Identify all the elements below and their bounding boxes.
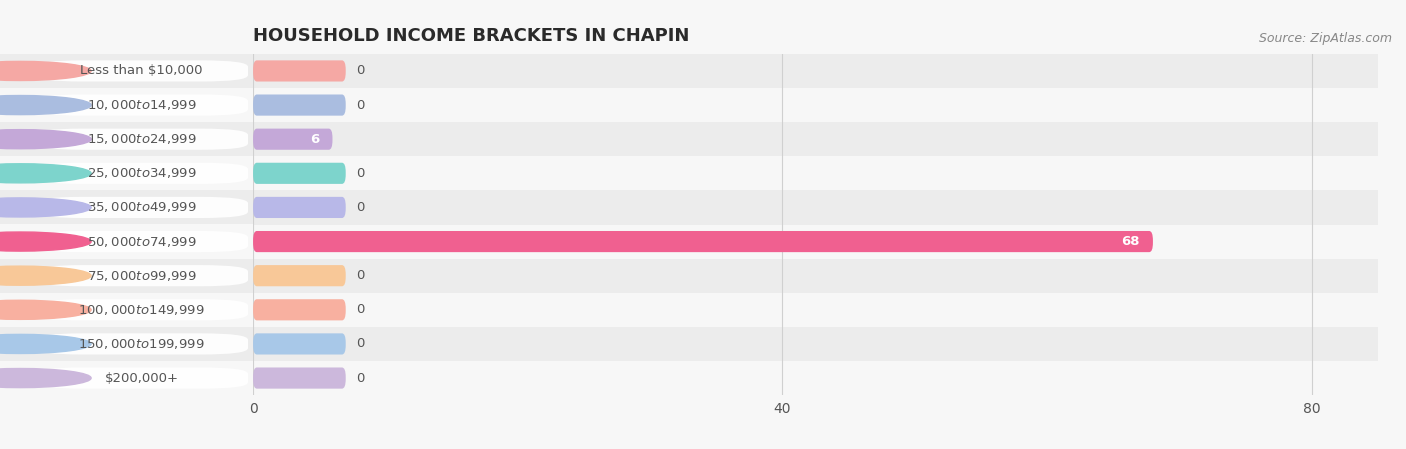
Text: 6: 6 <box>309 133 319 145</box>
FancyBboxPatch shape <box>35 333 247 355</box>
FancyBboxPatch shape <box>253 367 346 389</box>
Circle shape <box>0 232 91 251</box>
FancyBboxPatch shape <box>0 190 253 224</box>
Bar <box>253 259 1378 293</box>
FancyBboxPatch shape <box>253 94 346 116</box>
Bar <box>253 327 1378 361</box>
FancyBboxPatch shape <box>35 299 247 321</box>
Text: 68: 68 <box>1121 235 1140 248</box>
Text: Source: ZipAtlas.com: Source: ZipAtlas.com <box>1258 32 1392 45</box>
FancyBboxPatch shape <box>35 231 247 252</box>
Bar <box>253 156 1378 190</box>
Bar <box>253 190 1378 224</box>
Bar <box>253 88 1378 122</box>
Text: 0: 0 <box>356 99 364 111</box>
FancyBboxPatch shape <box>0 361 253 395</box>
Text: $10,000 to $14,999: $10,000 to $14,999 <box>87 98 197 112</box>
FancyBboxPatch shape <box>253 128 332 150</box>
Text: $200,000+: $200,000+ <box>104 372 179 384</box>
Bar <box>253 54 1378 88</box>
Text: $35,000 to $49,999: $35,000 to $49,999 <box>87 200 197 215</box>
FancyBboxPatch shape <box>0 54 253 88</box>
FancyBboxPatch shape <box>253 163 346 184</box>
Circle shape <box>0 335 91 353</box>
FancyBboxPatch shape <box>253 299 346 321</box>
Text: 0: 0 <box>356 167 364 180</box>
FancyBboxPatch shape <box>0 88 253 122</box>
FancyBboxPatch shape <box>253 333 346 355</box>
FancyBboxPatch shape <box>35 197 247 218</box>
Circle shape <box>0 130 91 149</box>
FancyBboxPatch shape <box>0 259 253 293</box>
FancyBboxPatch shape <box>35 367 247 389</box>
FancyBboxPatch shape <box>0 156 253 190</box>
Text: $50,000 to $74,999: $50,000 to $74,999 <box>87 234 197 249</box>
Text: 0: 0 <box>356 304 364 316</box>
Bar <box>253 361 1378 395</box>
Circle shape <box>0 369 91 387</box>
FancyBboxPatch shape <box>0 293 253 327</box>
FancyBboxPatch shape <box>0 327 253 361</box>
FancyBboxPatch shape <box>0 122 253 156</box>
FancyBboxPatch shape <box>0 224 253 259</box>
FancyBboxPatch shape <box>35 60 247 82</box>
FancyBboxPatch shape <box>253 231 1153 252</box>
FancyBboxPatch shape <box>253 60 346 82</box>
Text: $150,000 to $199,999: $150,000 to $199,999 <box>79 337 205 351</box>
Circle shape <box>0 266 91 285</box>
FancyBboxPatch shape <box>253 265 346 286</box>
FancyBboxPatch shape <box>35 163 247 184</box>
Text: $25,000 to $34,999: $25,000 to $34,999 <box>87 166 197 180</box>
Circle shape <box>0 198 91 217</box>
FancyBboxPatch shape <box>253 197 346 218</box>
FancyBboxPatch shape <box>35 94 247 116</box>
Bar <box>253 293 1378 327</box>
Text: HOUSEHOLD INCOME BRACKETS IN CHAPIN: HOUSEHOLD INCOME BRACKETS IN CHAPIN <box>253 27 689 45</box>
FancyBboxPatch shape <box>35 265 247 286</box>
Text: 0: 0 <box>356 372 364 384</box>
Bar <box>253 224 1378 259</box>
Text: 0: 0 <box>356 338 364 350</box>
Text: $15,000 to $24,999: $15,000 to $24,999 <box>87 132 197 146</box>
Circle shape <box>0 164 91 183</box>
Text: 0: 0 <box>356 65 364 77</box>
Text: $75,000 to $99,999: $75,000 to $99,999 <box>87 269 197 283</box>
Bar <box>253 122 1378 156</box>
Circle shape <box>0 62 91 80</box>
Circle shape <box>0 300 91 319</box>
Text: 0: 0 <box>356 201 364 214</box>
Text: $100,000 to $149,999: $100,000 to $149,999 <box>79 303 205 317</box>
Text: 0: 0 <box>356 269 364 282</box>
Text: Less than $10,000: Less than $10,000 <box>80 65 202 77</box>
FancyBboxPatch shape <box>35 128 247 150</box>
Circle shape <box>0 96 91 114</box>
